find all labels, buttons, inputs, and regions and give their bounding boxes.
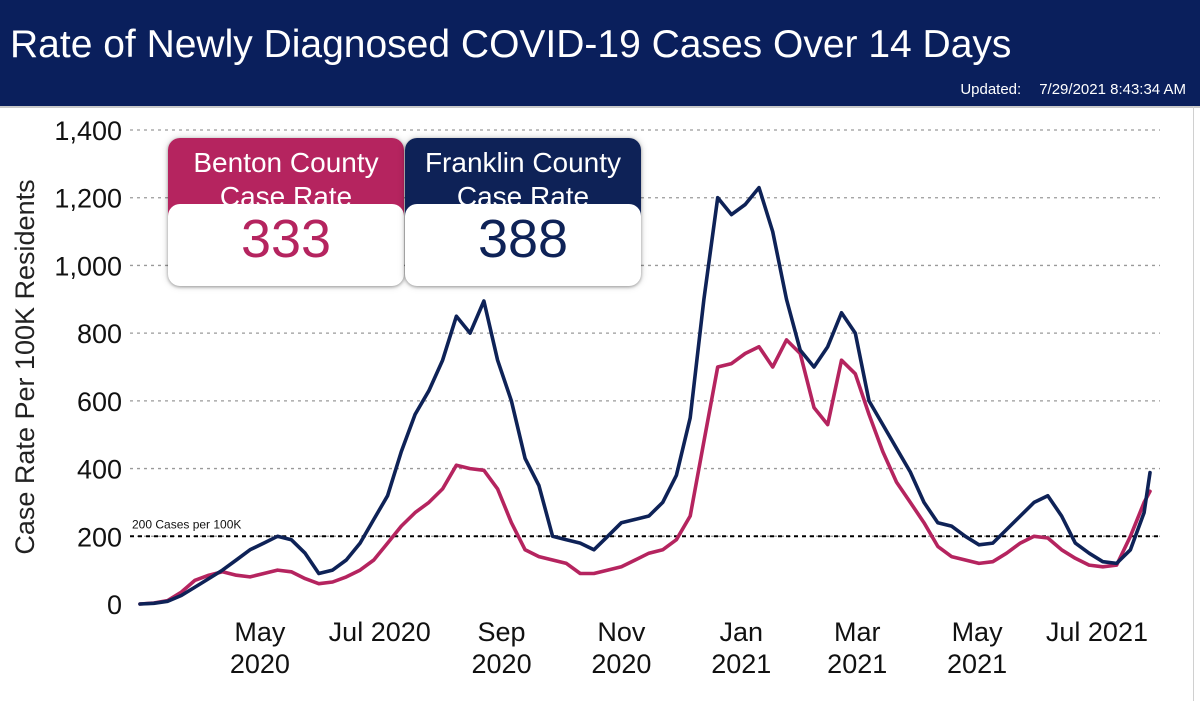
x-tick-label: Nov — [597, 617, 646, 647]
franklin-card-label-line1: Franklin County — [424, 147, 622, 178]
y-tick-label: 0 — [107, 590, 122, 620]
x-tick-label: May — [234, 617, 286, 647]
x-tick-label-year: 2020 — [472, 649, 532, 679]
x-tick-label: Jan — [720, 617, 764, 647]
x-tick-label-year: 2020 — [591, 649, 651, 679]
x-tick-label-year: 2020 — [230, 649, 290, 679]
y-tick-label: 400 — [77, 455, 122, 485]
benton-card-label-line1: Benton County — [193, 147, 379, 178]
y-tick-label: 200 — [77, 522, 122, 552]
x-tick-label-year: 2021 — [711, 649, 771, 679]
y-axis-label: Case Rate Per 100K Residents — [10, 179, 40, 554]
frame-edge — [1193, 106, 1194, 701]
benton-card-header: Benton County Case Rate — [168, 138, 404, 216]
y-tick-label: 1,400 — [54, 116, 122, 146]
x-tick-label: Jul 2020 — [329, 617, 431, 647]
y-tick-label: 1,200 — [54, 184, 122, 214]
x-tick-label: Mar — [834, 617, 881, 647]
x-tick-label: Sep — [478, 617, 526, 647]
reference-line-label: 200 Cases per 100K — [132, 517, 241, 531]
y-tick-label: 600 — [77, 387, 122, 417]
series-line-benton-county — [138, 338, 1152, 606]
page-title: Rate of Newly Diagnosed COVID-19 Cases O… — [10, 23, 1012, 66]
franklin-card: Franklin County Case Rate 388 — [405, 138, 641, 286]
x-tick-label-year: 2021 — [947, 649, 1007, 679]
header-bar: Rate of Newly Diagnosed COVID-19 Cases O… — [0, 0, 1200, 106]
benton-card-value: 333 — [168, 204, 404, 274]
y-tick-label: 800 — [77, 319, 122, 349]
franklin-card-value: 388 — [405, 204, 641, 274]
updated-label: Updated: — [960, 81, 1022, 98]
header-rule — [0, 106, 1200, 108]
x-tick-label: Jul 2021 — [1046, 617, 1148, 647]
benton-card: Benton County Case Rate 333 — [168, 138, 404, 286]
x-tick-label: May — [952, 617, 1004, 647]
y-tick-label: 1,000 — [54, 251, 122, 281]
updated-value: 7/29/2021 8:43:34 AM — [1039, 81, 1186, 98]
series-line-franklin-county — [138, 185, 1152, 606]
x-tick-label-year: 2021 — [827, 649, 887, 679]
updated-timestamp: Updated: 7/29/2021 8:43:34 AM — [960, 81, 1186, 99]
